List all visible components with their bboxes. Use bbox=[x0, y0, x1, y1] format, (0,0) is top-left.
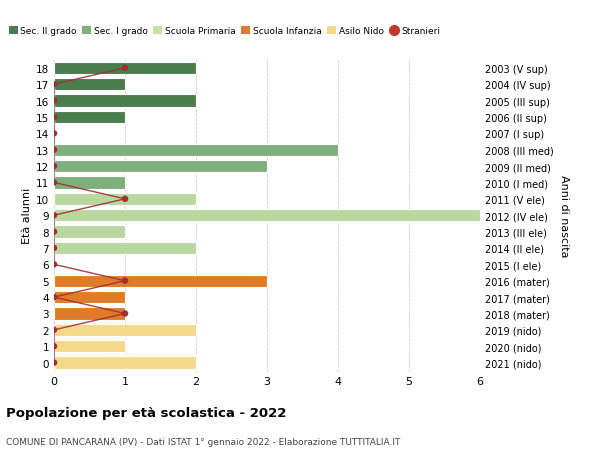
Point bbox=[49, 163, 59, 170]
Bar bbox=[54, 357, 196, 369]
Text: COMUNE DI PANCARANA (PV) - Dati ISTAT 1° gennaio 2022 - Elaborazione TUTTITALIA.: COMUNE DI PANCARANA (PV) - Dati ISTAT 1°… bbox=[6, 437, 400, 446]
Point bbox=[49, 343, 59, 350]
Bar bbox=[54, 291, 125, 303]
Bar bbox=[54, 112, 125, 124]
Point bbox=[49, 326, 59, 334]
Point bbox=[49, 130, 59, 138]
Point bbox=[49, 229, 59, 236]
Bar bbox=[54, 308, 125, 320]
Bar bbox=[54, 275, 267, 287]
Bar bbox=[54, 177, 125, 189]
Bar bbox=[54, 62, 196, 75]
Bar bbox=[54, 210, 480, 222]
Point bbox=[49, 294, 59, 301]
Bar bbox=[54, 324, 196, 336]
Point bbox=[49, 261, 59, 269]
Bar bbox=[54, 95, 196, 107]
Point bbox=[49, 179, 59, 187]
Bar bbox=[54, 242, 196, 255]
Point bbox=[49, 245, 59, 252]
Bar bbox=[54, 144, 338, 157]
Bar bbox=[54, 193, 196, 206]
Point bbox=[49, 81, 59, 89]
Text: Popolazione per età scolastica - 2022: Popolazione per età scolastica - 2022 bbox=[6, 406, 286, 419]
Point bbox=[49, 359, 59, 366]
Bar bbox=[54, 226, 125, 238]
Bar bbox=[54, 340, 125, 353]
Point bbox=[120, 196, 130, 203]
Point bbox=[49, 98, 59, 105]
Y-axis label: Anni di nascita: Anni di nascita bbox=[559, 174, 569, 257]
Point bbox=[120, 277, 130, 285]
Y-axis label: Età alunni: Età alunni bbox=[22, 188, 32, 244]
Bar bbox=[54, 79, 125, 91]
Point bbox=[49, 147, 59, 154]
Bar bbox=[54, 161, 267, 173]
Point bbox=[49, 114, 59, 121]
Legend: Sec. II grado, Sec. I grado, Scuola Primaria, Scuola Infanzia, Asilo Nido, Stran: Sec. II grado, Sec. I grado, Scuola Prim… bbox=[5, 23, 443, 40]
Point bbox=[49, 212, 59, 219]
Point bbox=[120, 310, 130, 318]
Point bbox=[120, 65, 130, 73]
